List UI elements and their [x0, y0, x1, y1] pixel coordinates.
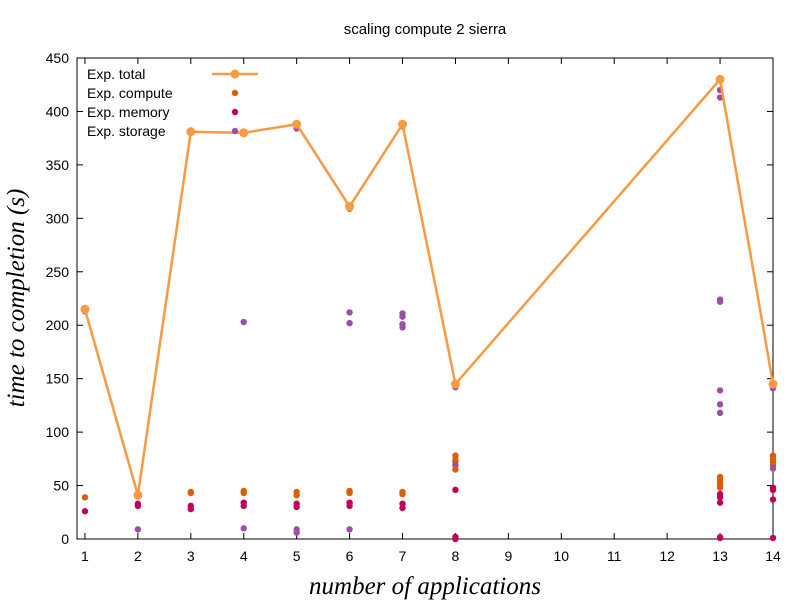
legend-swatch-point	[231, 89, 239, 97]
legend-swatch-point	[231, 127, 239, 135]
data-point-storage	[769, 465, 777, 472]
data-series	[80, 74, 778, 543]
data-point-memory	[769, 486, 777, 494]
legend-label: Exp. total	[87, 66, 145, 82]
data-point-memory	[240, 502, 247, 510]
data-point-compute	[716, 484, 724, 491]
data-point-memory	[716, 534, 724, 542]
plot-frame	[76, 57, 774, 540]
legend-label: Exp. compute	[87, 85, 173, 101]
x-tick-label: 14	[765, 548, 781, 564]
legend-swatch-point	[230, 69, 240, 79]
data-point-memory	[293, 503, 300, 511]
x-tick-label: 2	[134, 548, 142, 564]
data-point-compute	[399, 490, 406, 498]
data-point-compute	[769, 458, 777, 466]
data-point-memory	[452, 486, 459, 494]
data-point-memory	[716, 494, 724, 501]
data-point-storage	[293, 529, 300, 536]
data-point-memory	[134, 502, 142, 510]
y-tick-label: 0	[61, 531, 69, 547]
data-point-storage	[399, 324, 406, 331]
data-point-storage	[346, 309, 353, 316]
data-point-storage	[716, 401, 724, 408]
y-tick-label: 350	[46, 157, 70, 173]
data-point-memory	[769, 496, 777, 503]
data-point-storage	[134, 526, 142, 533]
y-tick-label: 250	[46, 264, 70, 280]
x-tick-label: 11	[607, 548, 622, 564]
data-point-total	[133, 490, 143, 500]
data-point-storage	[399, 313, 406, 320]
x-tick-label: 9	[504, 548, 512, 564]
y-tick-label: 300	[46, 210, 70, 226]
data-point-storage	[346, 319, 353, 327]
y-tick-label: 50	[53, 478, 69, 494]
data-point-compute	[240, 489, 247, 497]
data-point-memory	[399, 504, 406, 512]
data-point-total	[398, 119, 408, 129]
y-tick-label: 100	[46, 424, 70, 440]
y-tick-label: 200	[46, 317, 70, 333]
legend: Exp. total Exp. compute Exp. memory Exp. st…	[87, 66, 258, 139]
data-point-total	[450, 379, 460, 389]
data-point-total	[186, 127, 196, 137]
data-point-compute	[81, 494, 89, 501]
data-point-memory	[769, 534, 777, 542]
data-point-total	[292, 119, 302, 129]
data-point-memory	[452, 535, 459, 543]
x-tick-label: 3	[187, 548, 195, 564]
data-point-total	[239, 128, 249, 138]
data-point-memory	[346, 502, 353, 510]
data-point-compute	[452, 466, 459, 473]
data-point-compute	[452, 456, 459, 464]
y-tick-label: 450	[46, 50, 70, 66]
chart-title: scaling compute 2 sierra	[344, 21, 507, 38]
series-line-total	[83, 78, 775, 497]
x-tick-label: 6	[346, 548, 354, 564]
data-point-compute	[293, 491, 300, 499]
x-tick-label: 12	[659, 548, 675, 564]
data-point-storage	[716, 298, 724, 305]
data-point-memory	[187, 505, 194, 513]
x-tick-label: 8	[452, 548, 460, 564]
data-point-total	[715, 74, 725, 84]
data-point-compute	[187, 489, 194, 497]
data-point-memory	[81, 508, 89, 515]
y-axis-title: time to completion (s)	[3, 189, 30, 408]
x-tick-label: 1	[81, 548, 89, 564]
x-tick-label: 5	[293, 548, 301, 564]
data-point-storage	[240, 318, 247, 326]
x-tick-label: 10	[553, 548, 569, 564]
data-point-memory	[716, 499, 724, 506]
y-axis-ticks: 0 50 100 150 200 250 300 350 400 450	[46, 50, 773, 547]
data-point-storage	[716, 94, 724, 101]
legend-label: Exp. storage	[87, 123, 166, 139]
x-tick-label: 13	[712, 548, 728, 564]
data-point-storage	[716, 387, 724, 394]
x-axis-ticks: 1 2 3 4 5 6 7 8 9 10 11 12 13 14	[81, 58, 781, 564]
x-tick-label: 7	[399, 548, 407, 564]
data-point-storage	[346, 526, 353, 533]
data-point-total	[345, 202, 355, 212]
data-point-total	[768, 379, 778, 389]
data-point-compute	[346, 489, 353, 497]
y-tick-label: 400	[46, 103, 70, 119]
legend-swatch-point	[231, 108, 239, 116]
data-point-total	[80, 304, 90, 314]
data-point-storage	[716, 409, 724, 417]
x-tick-label: 4	[240, 548, 248, 564]
legend-label: Exp. memory	[87, 104, 169, 120]
data-point-storage	[240, 525, 247, 532]
y-tick-label: 150	[46, 371, 70, 387]
x-axis-title: number of applications	[309, 573, 541, 600]
